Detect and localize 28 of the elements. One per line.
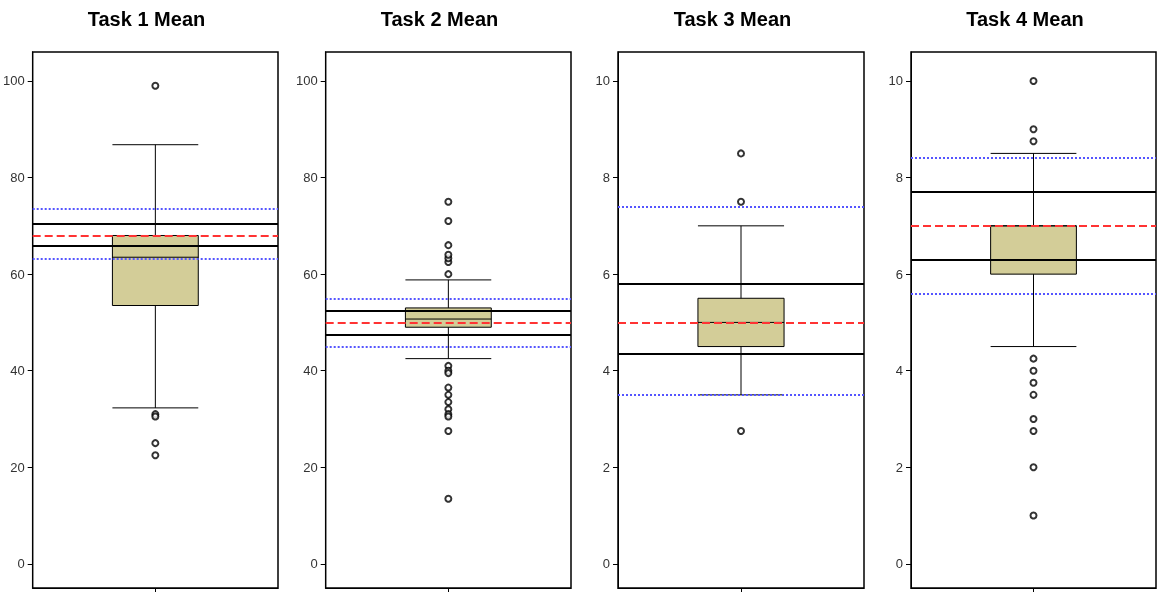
y-tick-label: 100 — [2, 73, 25, 89]
y-tick-label: 40 — [303, 363, 318, 379]
y-tick-label: 100 — [295, 73, 318, 89]
y-tick-label: 80 — [10, 170, 25, 186]
y-tick-label: 8 — [895, 170, 903, 186]
y-tick-label: 0 — [17, 556, 25, 572]
y-tick-label: 0 — [895, 556, 903, 572]
y-tick-label: 0 — [602, 556, 610, 572]
y-tick-label: 0 — [310, 556, 318, 572]
y-tick-label: 60 — [10, 266, 25, 282]
y-tick-label: 6 — [895, 266, 903, 282]
y-tick-label: 60 — [303, 266, 318, 282]
y-tick-label: 40 — [10, 363, 25, 379]
chart-title: Task 1 Mean — [87, 8, 206, 30]
y-tick-label: 6 — [602, 266, 610, 282]
y-tick-label: 2 — [602, 459, 610, 475]
chart-title: Task 2 Mean — [380, 8, 499, 30]
y-tick-label: 4 — [895, 363, 903, 379]
y-tick-label: 4 — [602, 363, 610, 379]
y-tick-label: 20 — [10, 459, 25, 475]
chart-title: Task 4 Mean — [966, 8, 1084, 30]
y-tick-label: 10 — [595, 73, 610, 89]
y-tick-label: 2 — [895, 459, 903, 475]
y-tick-label: 20 — [303, 459, 318, 475]
chart-title: Task 3 Mean — [673, 8, 792, 30]
y-tick-label: 10 — [888, 73, 903, 89]
y-tick-label: 8 — [602, 170, 610, 186]
y-tick-label: 80 — [303, 170, 318, 186]
